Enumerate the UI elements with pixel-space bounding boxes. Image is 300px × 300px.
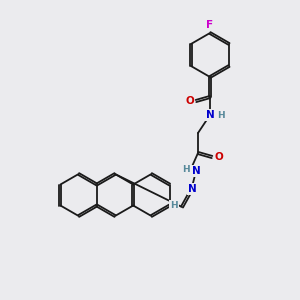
Text: O: O <box>186 96 194 106</box>
Text: N: N <box>188 184 196 194</box>
Text: O: O <box>214 152 224 162</box>
Text: N: N <box>206 110 214 120</box>
Text: H: H <box>217 112 225 121</box>
Text: H: H <box>182 164 190 173</box>
Text: H: H <box>170 200 178 209</box>
Text: F: F <box>206 20 214 30</box>
Text: N: N <box>192 166 200 176</box>
